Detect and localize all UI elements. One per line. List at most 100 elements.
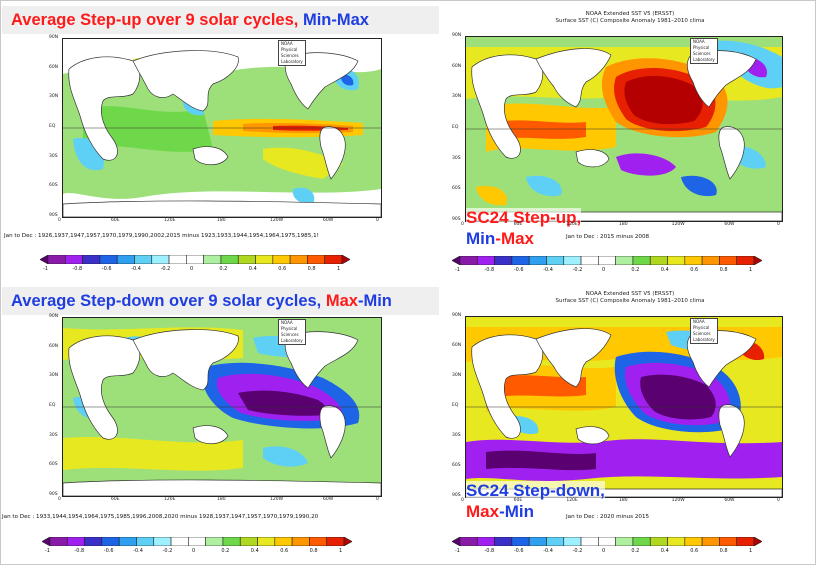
longitude-label: 120W xyxy=(671,222,685,227)
colorbar-tick-label: 0.4 xyxy=(660,267,669,273)
label-min: Min xyxy=(466,229,496,248)
colorbar-tick-label: 0 xyxy=(602,548,606,554)
latitude-label: 90S xyxy=(452,493,461,498)
colorbar-max-arrow xyxy=(343,537,352,546)
noaa-lab-label: NOAA Physical Sciences Laboratory xyxy=(278,319,306,345)
longitude-label: 0 xyxy=(461,498,464,503)
latitude-label: 90N xyxy=(452,313,462,318)
colorbar-tick-label: 0.6 xyxy=(690,548,699,554)
latitude-label: 90N xyxy=(49,314,59,319)
banner-step-down-max: Max xyxy=(325,292,358,310)
colorbar-swatch xyxy=(563,256,582,265)
colorbar xyxy=(452,256,762,265)
colorbar-min-arrow xyxy=(40,255,49,264)
colorbar-swatch xyxy=(511,537,530,546)
longitude-label: 120E xyxy=(164,497,176,502)
latitude-label: 60N xyxy=(49,64,59,70)
latitude-label: 60S xyxy=(49,462,58,468)
colorbar-swatch xyxy=(649,256,668,265)
colorbar-tick-label: 0.6 xyxy=(278,266,287,272)
colorbar-tick-label: 0.4 xyxy=(660,548,669,554)
colorbar-tick-label: -0.8 xyxy=(72,266,83,272)
colorbar-tick-label: -1 xyxy=(455,267,460,273)
colorbar-swatch xyxy=(615,256,634,265)
colorbar-ticks: -1 -0.8 -0.6 -0.4 -0.2 0 0.2 0.4 0.6 0.8 1 xyxy=(40,266,350,274)
colorbar-swatch xyxy=(255,255,274,264)
colorbar-swatch xyxy=(186,255,204,264)
longitude-label: 0 xyxy=(777,222,780,227)
noaa-lab-label: NOAA Physical Sciences Laboratory xyxy=(278,40,306,66)
label-max: -Max xyxy=(495,229,535,248)
colorbar-swatch xyxy=(598,256,616,265)
sc24-step-up-minmax: Min-Max xyxy=(466,229,535,249)
colorbar-swatch xyxy=(546,537,565,546)
colorbar-tick-label: 0 xyxy=(192,548,196,554)
colorbar-swatch xyxy=(49,537,68,546)
longitude-label: 60E xyxy=(513,222,523,227)
latitude-label: 90S xyxy=(49,492,58,497)
sst-map-avg-step-down xyxy=(62,317,382,497)
longitude-label: 0 xyxy=(376,218,379,223)
colorbar-tick-label: 0.6 xyxy=(280,548,289,554)
latitude-label: 60S xyxy=(452,186,461,192)
colorbar-tick-label: -0.2 xyxy=(162,548,173,554)
colorbar-swatch xyxy=(220,255,239,264)
colorbar-swatch xyxy=(701,256,720,265)
latitude-label: 60S xyxy=(49,183,58,189)
sst-anomaly-field xyxy=(466,317,782,497)
colorbar-tick-label: 1 xyxy=(749,267,753,273)
longitude-label: 60W xyxy=(323,497,334,502)
dataset-title: NOAA Extended SST V5 (ERSST) xyxy=(585,11,675,17)
latitude-label: EQ xyxy=(49,403,56,408)
longitude-label: 60W xyxy=(724,498,735,503)
colorbar-swatch xyxy=(476,537,495,546)
colorbar-swatch xyxy=(324,255,343,264)
colorbar-tick-label: 0.4 xyxy=(250,548,259,554)
colorbar-tick-label: -1 xyxy=(45,548,50,554)
colorbar-swatch xyxy=(580,537,599,546)
longitude-label: 60E xyxy=(111,497,120,502)
latitude-label: 30N xyxy=(452,373,462,378)
latitude-label: 90S xyxy=(49,213,58,218)
sst-map-avg-step-up xyxy=(62,38,382,218)
colorbar-swatch xyxy=(476,256,495,265)
dataset-title: NOAA Extended SST V5 (ERSST) xyxy=(585,291,675,297)
colorbar-swatch xyxy=(168,255,187,264)
longitude-label: 120W xyxy=(671,498,685,503)
colorbar-max-arrow xyxy=(341,255,350,264)
banner-step-down-text: Average Step-down over 9 solar cycles, xyxy=(11,292,326,310)
colorbar-swatch xyxy=(580,256,599,265)
longitude-label: 60E xyxy=(111,218,120,223)
colorbar-swatch xyxy=(649,537,668,546)
colorbar-swatch xyxy=(667,256,686,265)
latitude-label: 90N xyxy=(452,33,462,38)
colorbar-swatch xyxy=(736,537,755,546)
colorbar-swatch xyxy=(459,537,478,546)
colorbar-swatch xyxy=(719,256,738,265)
longitude-label: 120E xyxy=(566,222,578,227)
colorbar-swatch xyxy=(309,537,328,546)
colorbar-tick-label: 0.4 xyxy=(248,266,257,272)
longitude-label: 180 xyxy=(619,222,628,227)
colorbar-tick-label: -0.6 xyxy=(513,548,524,554)
colorbar-tick-label: 0.2 xyxy=(631,267,640,273)
colorbar-min-arrow xyxy=(452,256,461,265)
label-min: -Min xyxy=(499,502,535,521)
colorbar-tick-label: 1 xyxy=(337,266,341,272)
colorbar-tick-label: -0.8 xyxy=(74,548,85,554)
colorbar-swatch xyxy=(494,256,513,265)
colorbar-swatch xyxy=(153,537,172,546)
colorbar-swatch xyxy=(84,537,103,546)
colorbar-tick-label: 0.8 xyxy=(307,266,316,272)
colorbar-tick-label: -1 xyxy=(455,548,460,554)
sst-anomaly-field xyxy=(63,318,381,496)
colorbar-swatch xyxy=(237,255,256,264)
banner-step-down-min: -Min xyxy=(357,292,392,310)
colorbar-swatch xyxy=(459,256,478,265)
longitude-label: 0 xyxy=(376,497,379,502)
colorbar-max-arrow xyxy=(753,537,762,546)
colorbar-tick-label: -0.6 xyxy=(103,548,114,554)
colorbar-tick-label: 0.2 xyxy=(219,266,228,272)
latitude-label: EQ xyxy=(452,125,459,130)
sc24-step-up-label: SC24 Step-up, xyxy=(466,208,582,228)
